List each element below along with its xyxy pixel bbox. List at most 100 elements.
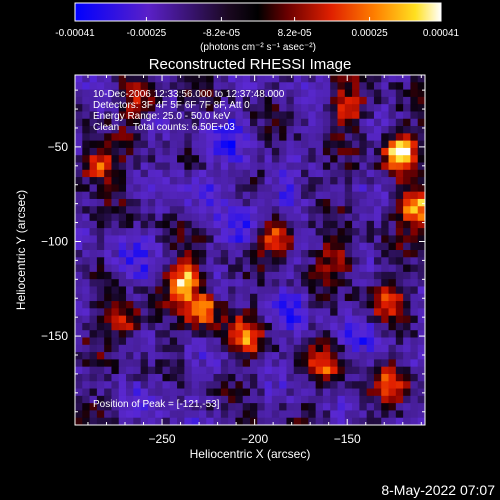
heatmap-cell xyxy=(308,198,317,207)
heatmap-cell xyxy=(403,388,411,397)
heatmap-cell xyxy=(147,293,156,302)
heatmap-cell xyxy=(373,206,382,214)
heatmap-cell xyxy=(82,417,90,426)
heatmap-cell xyxy=(133,177,142,185)
heatmap-cell xyxy=(308,177,317,185)
heatmap-cell xyxy=(198,286,207,295)
heatmap-cell xyxy=(147,198,156,207)
heatmap-cell xyxy=(381,111,389,120)
heatmap-cell xyxy=(359,403,368,411)
heatmap-cell xyxy=(417,118,426,127)
heatmap-cell xyxy=(315,271,324,280)
heatmap-cell xyxy=(308,184,317,193)
x-tick-label: −200 xyxy=(241,432,268,446)
heatmap-cell xyxy=(264,242,273,251)
x-axis-label: Heliocentric X (arcsec) xyxy=(190,447,311,461)
heatmap-cell xyxy=(417,257,426,265)
heatmap-cell xyxy=(82,301,90,309)
heatmap-cell xyxy=(191,89,200,98)
heatmap-cell xyxy=(315,82,324,90)
heatmap-cell xyxy=(395,395,404,404)
heatmap-cell xyxy=(388,155,397,163)
heatmap-cell xyxy=(293,82,302,90)
heatmap-cell xyxy=(177,177,185,185)
heatmap-cell xyxy=(198,242,207,251)
heatmap-cell xyxy=(75,250,83,258)
heatmap-cell xyxy=(191,322,200,331)
heatmap-cell xyxy=(271,198,280,207)
heatmap-cell xyxy=(410,75,419,83)
info-energy-range: Energy Range: 25.0 - 50.0 keV xyxy=(93,111,231,122)
heatmap-cell xyxy=(118,286,127,295)
heatmap-cell xyxy=(264,96,273,105)
heatmap-cell xyxy=(250,410,258,419)
heatmap-cell xyxy=(264,315,273,324)
heatmap-cell xyxy=(177,279,185,287)
heatmap-cell xyxy=(82,133,90,142)
heatmap-cell xyxy=(271,206,280,214)
heatmap-cell xyxy=(155,104,163,112)
heatmap-cell xyxy=(140,301,149,309)
heatmap-cell xyxy=(198,155,207,163)
heatmap-cell xyxy=(169,235,178,244)
heatmap-cell xyxy=(366,206,375,214)
heatmap-cell xyxy=(206,308,214,317)
heatmap-cell xyxy=(410,147,419,156)
heatmap-cell xyxy=(155,228,163,236)
heatmap-cell xyxy=(395,198,404,207)
heatmap-cell xyxy=(359,198,368,207)
heatmap-cell xyxy=(388,395,397,404)
heatmap-cell xyxy=(344,242,353,251)
heatmap-cell xyxy=(417,96,426,105)
heatmap-cell xyxy=(220,373,229,382)
heatmap-cell xyxy=(96,191,105,200)
heatmap-cell xyxy=(395,177,404,185)
heatmap-cell xyxy=(286,308,295,317)
heatmap-cell xyxy=(271,308,280,317)
heatmap-cell xyxy=(111,228,120,236)
heatmap-cell xyxy=(373,104,382,112)
heatmap-cell xyxy=(264,147,273,156)
heatmap-cell xyxy=(410,366,419,375)
heatmap-cell xyxy=(118,242,127,251)
heatmap-cell xyxy=(118,235,127,244)
heatmap-cell xyxy=(206,330,214,338)
heatmap-cell xyxy=(352,89,360,98)
heatmap-cell xyxy=(279,359,287,368)
heatmap-cell xyxy=(147,89,156,98)
heatmap-cell xyxy=(235,104,244,112)
heatmap-cell xyxy=(147,206,156,214)
heatmap-cell xyxy=(366,82,375,90)
heatmap-cell xyxy=(417,388,426,397)
heatmap-cell xyxy=(352,337,360,346)
heatmap-cell xyxy=(82,169,90,178)
heatmap-cell xyxy=(242,322,251,331)
heatmap-cell xyxy=(89,96,98,105)
heatmap-cell xyxy=(228,82,236,90)
heatmap-cell xyxy=(366,352,375,360)
heatmap-cell xyxy=(337,147,346,156)
heatmap-cell xyxy=(381,169,389,178)
heatmap-cell xyxy=(242,191,251,200)
heatmap-cell xyxy=(344,264,353,273)
heatmap-cell xyxy=(118,373,127,382)
heatmap-cell xyxy=(279,410,287,419)
heatmap-cell xyxy=(417,286,426,295)
heatmap-cell xyxy=(96,359,105,368)
heatmap-cell xyxy=(104,279,112,287)
heatmap-cell xyxy=(264,381,273,389)
heatmap-cell xyxy=(104,264,112,273)
heatmap-cell xyxy=(403,75,411,83)
heatmap-cell xyxy=(279,126,287,134)
heatmap-cell xyxy=(228,366,236,375)
heatmap-cell xyxy=(395,279,404,287)
heatmap-cell xyxy=(96,198,105,207)
heatmap-cell xyxy=(75,140,83,149)
heatmap-cell xyxy=(359,75,368,83)
heatmap-cell xyxy=(293,403,302,411)
heatmap-cell xyxy=(220,257,229,265)
heatmap-cell xyxy=(242,373,251,382)
heatmap-cell xyxy=(293,308,302,317)
heatmap-cell xyxy=(228,330,236,338)
heatmap-cell xyxy=(82,75,90,83)
